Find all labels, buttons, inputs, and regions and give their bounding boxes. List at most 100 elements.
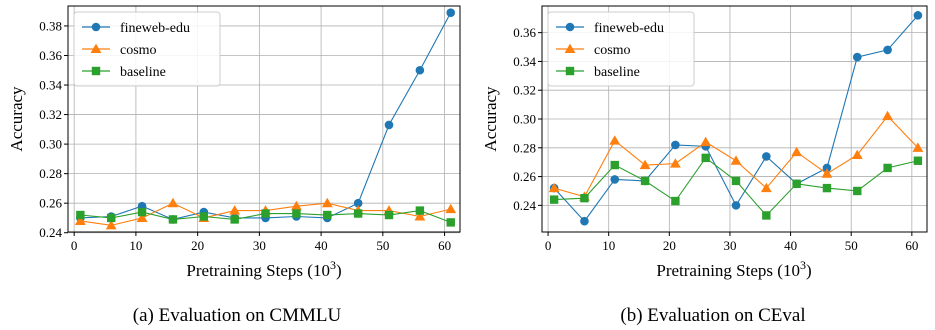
x-axis-label-close: ) [336,261,342,280]
x-axis-label-text: Pretraining Steps ( [186,261,313,280]
data-point-baseline [913,156,923,165]
legend-marker-triangle [564,43,576,53]
data-point-baseline [384,210,394,220]
data-point-baseline [580,193,589,203]
data-point-cosmo [730,155,742,165]
data-point-cosmo [609,135,621,145]
data-point-baseline [76,210,85,220]
legend-label: fineweb-edu [594,21,664,36]
x-axis-label-exponent: 3 [330,258,336,272]
y-tick-label: 0.26 [513,169,536,184]
data-point-fineweb-edu [580,216,589,226]
data-point-baseline [107,213,116,223]
data-point-fineweb-edu [610,175,620,184]
data-point-fineweb-edu [671,140,680,150]
x-tick-label: 60 [438,238,451,253]
data-point-baseline [762,211,771,220]
legend-label: baseline [594,65,640,80]
data-point-fineweb-edu [384,120,394,130]
x-axis-label-text: Pretraining Steps ( [656,261,783,280]
x-tick-label: 30 [253,238,266,253]
legend-label: cosmo [594,43,631,58]
legend-label: fineweb-edu [120,21,190,36]
data-point-cosmo [821,168,833,178]
y-axis-label: Accuracy [481,86,500,152]
y-tick-label: 0.38 [39,18,62,33]
data-point-cosmo [639,159,651,170]
data-point-fineweb-edu [446,8,456,17]
data-point-cosmo [291,200,302,211]
y-axis-label: Accuracy [7,86,26,152]
data-point-cosmo [229,205,241,215]
x-tick-label: 20 [191,238,204,253]
legend-label: baseline [120,65,166,80]
y-tick-label: 0.34 [39,78,62,93]
x-tick-label: 20 [663,238,676,253]
data-point-cosmo [700,136,712,147]
chart-caption: (b) Evaluation on CEval [620,305,805,326]
plot-frame [67,5,461,233]
data-point-fineweb-edu [353,198,363,208]
data-point-baseline [323,210,332,220]
legend-entry-baseline: baseline [556,65,640,80]
chart-panel-b: 0 10 20 30 40 50 60 0.24 0.26 0.28 0.30 0.32 0.34 0.3… [481,5,928,326]
data-point-cosmo [851,149,863,160]
legend-entry-baseline: baseline [82,65,166,80]
legend: fineweb-edu cosmo baseline [547,11,695,87]
x-tick-label: 0 [71,238,78,253]
y-tick-label: 0.36 [39,48,62,63]
data-point-fineweb-edu [762,152,771,161]
x-tick-label: 0 [545,238,552,253]
legend: fineweb-edu cosmo baseline [73,11,221,87]
data-point-fineweb-edu [913,11,923,20]
data-point-baseline [230,215,239,224]
legend-entry-cosmo: cosmo [556,43,631,58]
data-point-cosmo [167,197,179,208]
data-point-cosmo [669,158,681,168]
legend-label: cosmo [120,43,157,58]
chart-panel-a: 0 10 20 30 40 50 60 0.24 0.26 0.28 0.30 0.32 0.34 0.3… [7,5,461,326]
grid [68,6,460,234]
y-tick-label: 0.32 [513,83,536,98]
y-tick-label: 0.30 [513,112,536,127]
data-point-baseline [640,176,650,186]
data-point-baseline [610,160,619,170]
data-point-baseline [137,207,147,217]
data-point-baseline [168,215,178,224]
data-point-cosmo [548,182,560,193]
data-point-fineweb-edu [415,65,425,75]
data-point-baseline [822,183,832,193]
legend-marker-square [91,66,101,76]
x-axis-label: Pretraining Steps (103) [186,258,341,280]
data-point-baseline [671,196,680,206]
x-axis-label-base: 10 [313,261,330,280]
legend-box [547,11,695,87]
y-tick-label: 0.36 [513,25,536,40]
legend-marker-square [565,66,575,76]
y-tick-label: 0.28 [513,140,536,155]
data-point-cosmo [414,211,426,221]
x-tick-label: 10 [602,238,615,253]
legend-marker-triangle [90,43,102,53]
x-tick-label: 40 [315,238,328,253]
data-point-baseline [446,218,455,227]
y-tick-label: 0.26 [39,196,62,211]
legend-box [73,11,221,87]
data-point-baseline [853,186,862,196]
x-axis-label-base: 10 [783,261,800,280]
x-tick-label: 60 [905,238,918,253]
y-tick-label: 0.24 [39,225,62,240]
data-point-cosmo [760,182,772,193]
series-baseline [76,206,455,227]
data-point-fineweb-edu [883,45,892,55]
data-point-baseline [353,209,363,218]
data-point-baseline [199,212,209,221]
y-tick-label: 0.32 [39,107,62,122]
y-tick-label: 0.34 [513,54,536,69]
y-tick-label: 0.24 [513,198,536,213]
data-point-cosmo [136,212,148,223]
data-point-baseline [883,163,892,173]
legend-entry-fineweb-edu: fineweb-edu [82,21,190,36]
data-point-cosmo [105,219,117,230]
